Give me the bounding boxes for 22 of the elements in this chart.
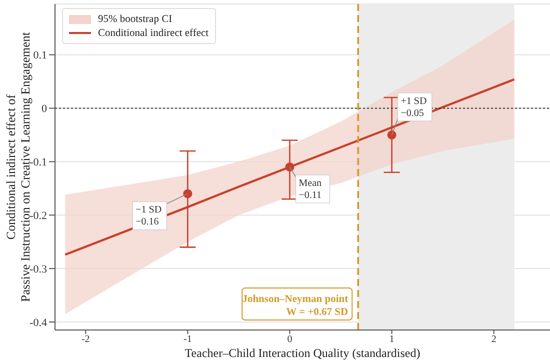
annotation: −1 SD −0.16 [136,204,162,228]
y-tick-label: -0.1 [30,156,47,169]
annotation: 95% bootstrap CI [98,14,172,24]
x-tick-label: -2 [81,334,90,346]
point [285,162,294,172]
line-series [64,78,516,256]
y-tick-label: -0.2 [30,210,47,222]
legend-label: Conditional indirect effect [98,28,209,38]
point [183,189,192,198]
y-tick-label: 0 [42,103,48,116]
annotation: +1 SD −0.05 [400,96,427,119]
ref-line-label: Johnson–Neyman point W = +0.67 SD [242,294,349,318]
annotation: Mean −0.11 [298,178,322,201]
point [387,130,396,140]
y-tick-label: -0.4 [30,316,48,329]
x-axis-title: Teacher–Child Interaction Quality (standardised) [184,346,420,360]
y-tick-label: -0.3 [30,263,48,276]
y-tick-label: 0.1 [33,50,47,62]
x-tick-label: 0 [287,334,292,346]
x-tick-label: 2 [491,334,496,346]
x-tick-label: -1 [184,334,192,346]
x-tick-label: 1 [389,334,394,346]
